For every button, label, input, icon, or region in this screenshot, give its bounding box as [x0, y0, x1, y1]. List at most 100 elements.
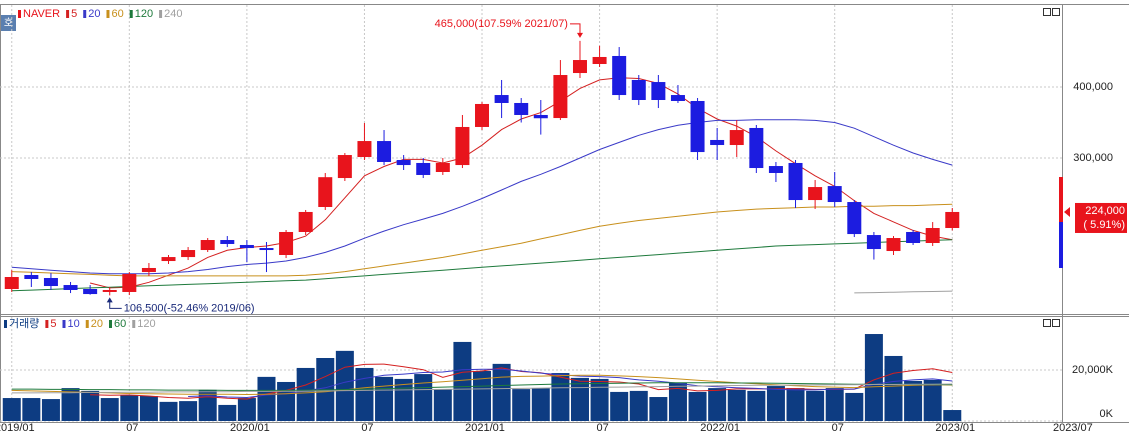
range-marker: [1059, 222, 1063, 268]
legend-swatch: [66, 10, 70, 18]
volume-bar: [100, 398, 119, 421]
candle-body: [612, 55, 627, 96]
volume-bar: [629, 390, 648, 421]
legend-swatch: [109, 320, 112, 328]
candle-body: [729, 130, 744, 146]
candle-body: [670, 95, 685, 101]
volume-bar: [22, 398, 41, 421]
volume-bar: [727, 389, 746, 421]
legend-swatch: [106, 10, 110, 18]
volume-bar: [943, 410, 962, 421]
volume-bar: [590, 378, 609, 421]
volume-bar: [159, 401, 178, 421]
candle-body: [866, 235, 881, 250]
x-tick-label: 2020/01: [230, 422, 270, 433]
candle-body: [63, 285, 78, 290]
volume-bar: [179, 401, 198, 421]
candle-body: [690, 100, 705, 153]
window-button[interactable]: [1043, 319, 1051, 327]
candle-body: [475, 103, 490, 127]
legend-label: 거래량: [9, 317, 39, 330]
volume-bar: [473, 371, 492, 421]
annotation-arrow: [106, 297, 113, 303]
volume-bar: [512, 389, 531, 421]
legend-label: 5: [50, 318, 56, 330]
legend-swatch: [132, 320, 136, 328]
volume-bar: [531, 388, 550, 421]
candle-body: [377, 141, 392, 162]
legend-label: 5: [71, 8, 77, 20]
x-tick-label: 2019/01: [0, 422, 35, 433]
window-buttons[interactable]: [1043, 8, 1060, 327]
legend-label: 20: [91, 318, 103, 330]
candle-body: [710, 139, 725, 146]
candle-body: [455, 126, 470, 166]
candle-body: [239, 244, 254, 249]
volume-bar: [453, 341, 472, 421]
volume-bar: [864, 334, 883, 421]
candle-body: [279, 231, 294, 255]
legend-swatch: [18, 10, 21, 18]
candle-body: [24, 275, 39, 279]
volume-bar: [786, 388, 805, 421]
last-price-pointer: [1064, 206, 1070, 217]
legend-label: NAVER: [23, 8, 60, 20]
candle-body: [259, 248, 274, 251]
candle-body: [533, 114, 548, 119]
candle-body: [514, 102, 529, 115]
volume-bar: [61, 388, 80, 421]
x-tick-label: 2021/01: [465, 422, 505, 433]
candle-body: [200, 240, 215, 251]
high-annotation: 465,000(107.59% 2021/07): [435, 18, 568, 30]
annotation-arrow: [576, 32, 583, 38]
annotation-leader: [569, 23, 581, 36]
last-price-tag: [1075, 202, 1127, 233]
legend-swatch: [4, 320, 7, 328]
ma-line: [11, 374, 953, 396]
low-annotation: 106,500(-52.46% 2019/06): [124, 302, 255, 314]
candle-body: [298, 211, 313, 232]
volume-bar: [296, 367, 315, 421]
legend-swatch: [85, 320, 89, 328]
y-tick-label: 0K: [1100, 408, 1114, 420]
volume-bar: [355, 367, 374, 421]
volume-bar: [433, 389, 452, 421]
candle-body: [768, 166, 783, 173]
volume-bar: [688, 391, 707, 421]
volume-bar: [414, 374, 433, 421]
volume-bar: [237, 398, 256, 421]
candle-body: [808, 187, 823, 201]
candle-body: [83, 289, 98, 295]
candle-body: [788, 162, 803, 201]
window-button[interactable]: [1052, 8, 1060, 16]
candle-body: [396, 159, 411, 166]
candle-body: [631, 79, 646, 101]
volume-bar: [923, 379, 942, 421]
volume-plot: [2, 334, 962, 421]
volume-bar: [120, 394, 139, 421]
badge[interactable]: 호: [4, 17, 13, 29]
candle-body: [553, 75, 568, 119]
x-tick-label: 2022/01: [700, 422, 740, 433]
y-tick-label: 300,000: [1073, 152, 1113, 164]
legend-label: 20: [88, 8, 100, 20]
volume-bar: [708, 388, 727, 421]
candle-body: [318, 177, 333, 207]
window-button[interactable]: [1043, 8, 1051, 16]
y-tick-label: 20,000K: [1072, 364, 1114, 376]
legend-swatch: [62, 320, 66, 328]
window-button[interactable]: [1052, 319, 1060, 327]
legend-label: 240: [164, 8, 182, 20]
candle-body: [945, 211, 960, 229]
last-change: ( 5.91%): [1083, 219, 1125, 231]
candle-body: [592, 56, 607, 65]
candle-body: [906, 231, 921, 243]
x-tick-label: 07: [126, 422, 138, 433]
volume-bar: [139, 396, 158, 421]
ma-line: [854, 290, 953, 294]
legend-label: 10: [68, 318, 80, 330]
volume-bar: [492, 363, 511, 421]
volume-bar: [825, 388, 844, 421]
